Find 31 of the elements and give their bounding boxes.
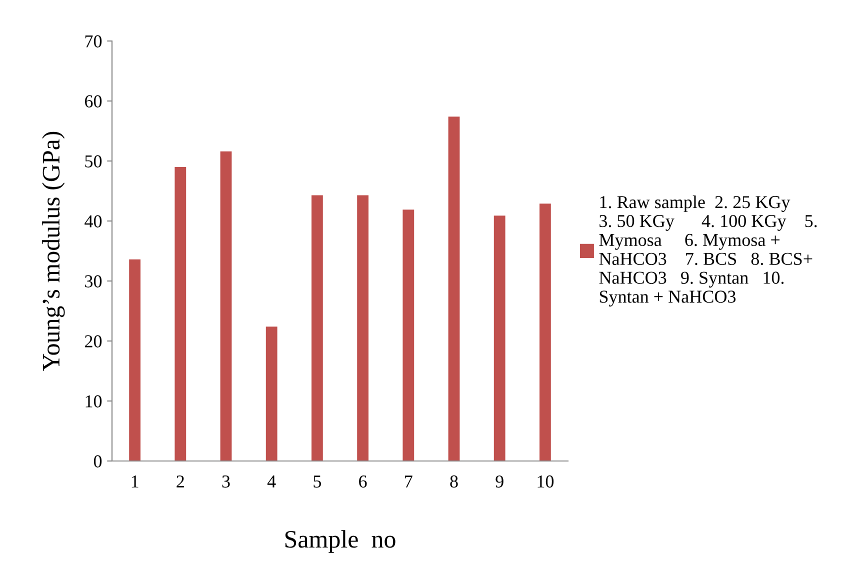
x-tick-label: 9 (496, 475, 504, 488)
x-tick-label: 6 (359, 475, 367, 488)
bar (220, 151, 232, 461)
bar (266, 326, 278, 461)
y-tick-label: 60 (85, 95, 102, 108)
y-tick-label: 40 (84, 215, 102, 228)
y-tick-label: 0 (94, 455, 102, 468)
bar (402, 210, 414, 461)
y-tick-label: 70 (85, 35, 102, 48)
y-tick-label: 20 (85, 335, 102, 348)
bar (312, 195, 323, 461)
x-tick-label: 2 (176, 475, 184, 488)
bar (129, 259, 140, 461)
bar (448, 116, 460, 461)
x-tick-label: 3 (222, 475, 230, 488)
y-axis-title: Young’s modulus (GPa) (42, 132, 65, 371)
x-tick-label: 8 (450, 475, 458, 488)
legend-label: 1. Raw sample 2. 25 KGy 3. 50 KGy 4. 100 KGy 5. Mymosa 6. Mymosa + NaHCO3 7. BCS 8. BCS+ NaHCO3 9. Syntan 10. Syntan + NaHCO3 (599, 195, 817, 307)
y-tick-label: 30 (85, 275, 102, 288)
bar (357, 195, 368, 461)
bar (540, 204, 551, 461)
x-tick-label: 1 (132, 476, 138, 488)
x-axis-title: Sample no (285, 530, 396, 553)
y-tick-label: 10 (86, 395, 102, 408)
x-tick-label: 4 (267, 476, 276, 488)
x-tick-label: 5 (314, 476, 322, 488)
bar (174, 167, 186, 461)
x-tick-label: 7 (405, 476, 412, 488)
y-tick-label: 50 (85, 155, 102, 168)
bar (494, 216, 506, 461)
x-tick-label: 10 (538, 475, 554, 488)
